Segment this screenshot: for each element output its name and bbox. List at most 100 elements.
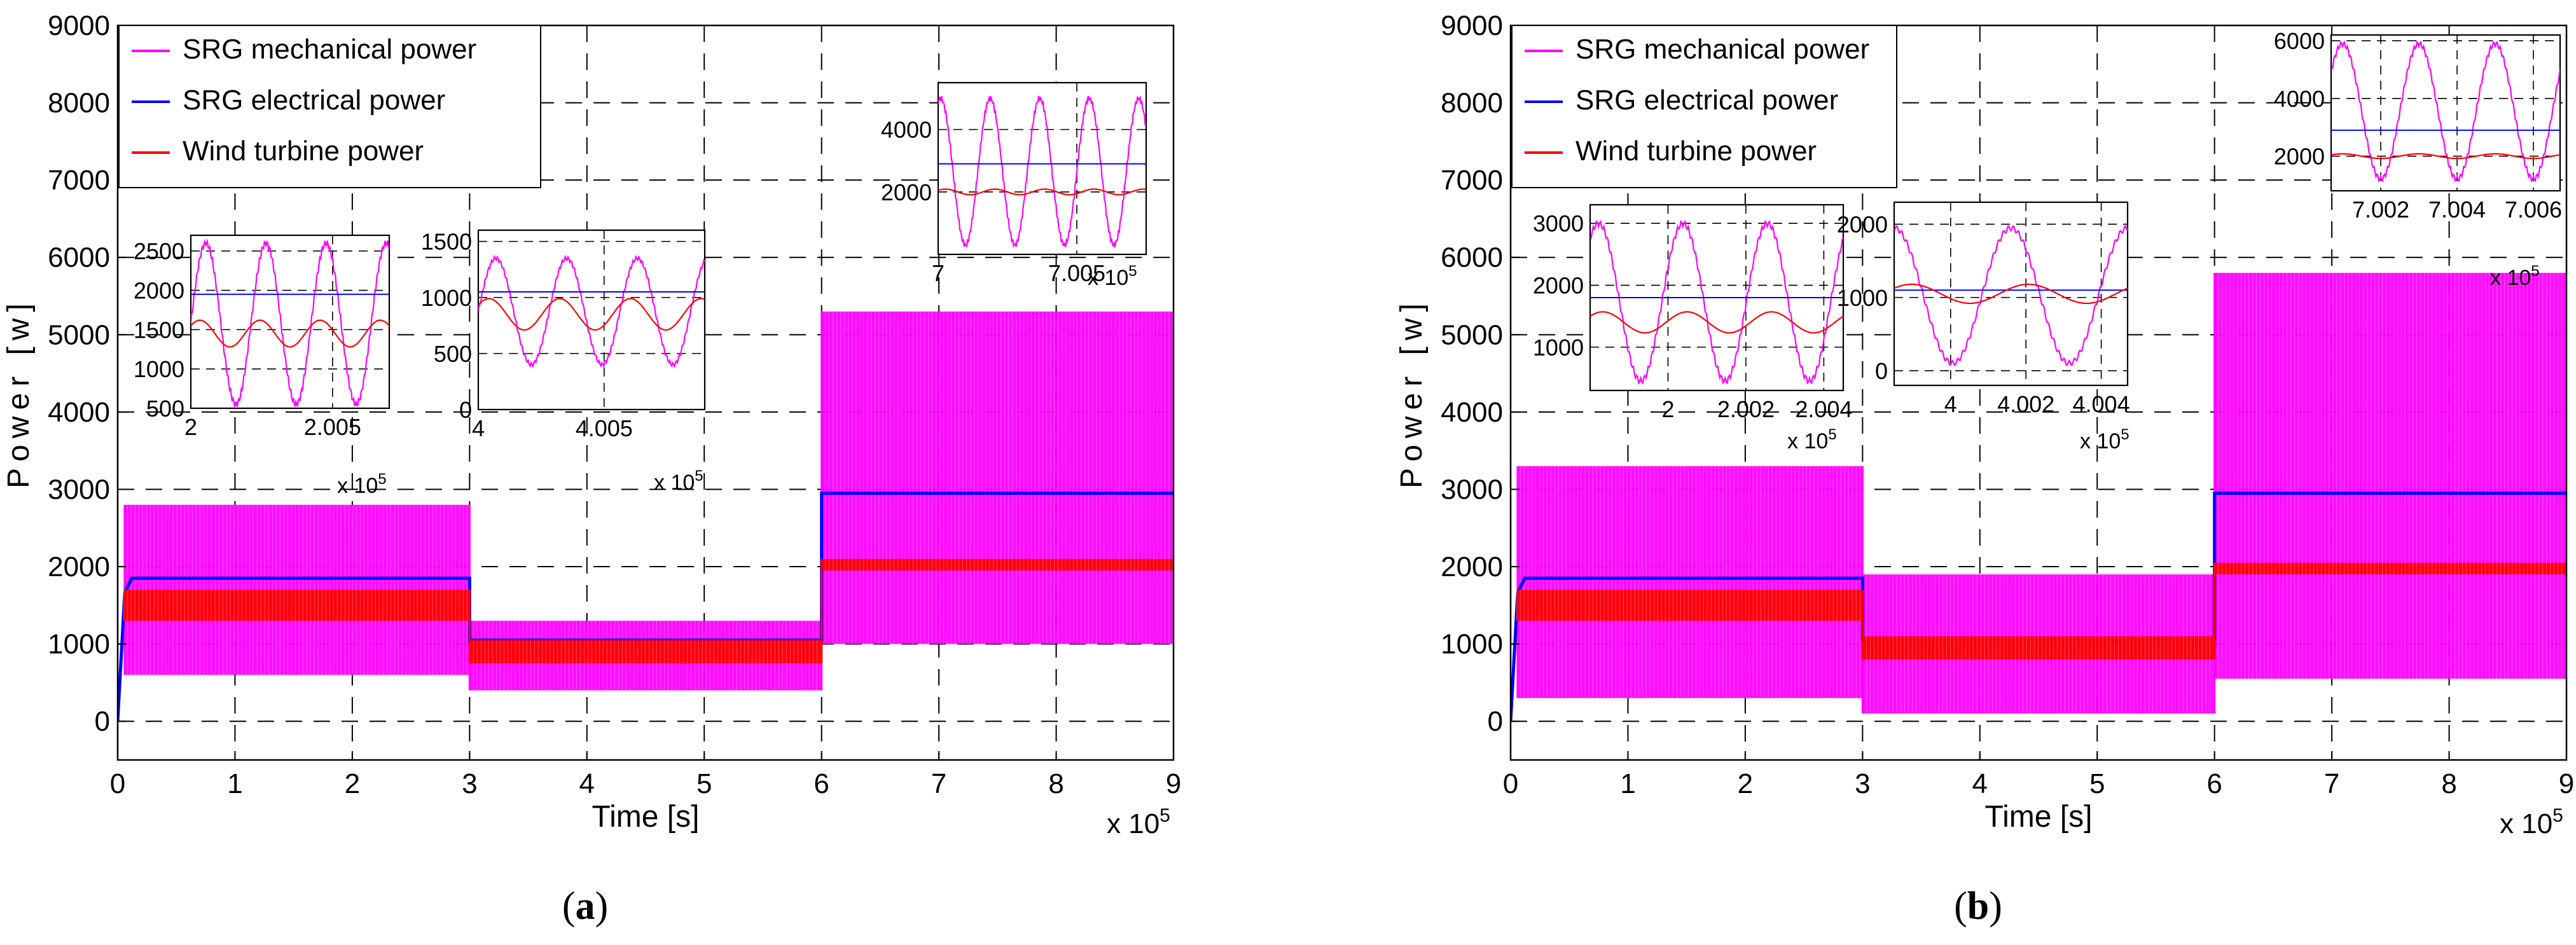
inset-x-multiplier: x 105 [1787, 426, 1837, 453]
series-wind-turbine-power [1516, 562, 2566, 659]
inset-xtick-label: 4.005 [576, 415, 633, 441]
inset-ytick-label: 0 [1875, 358, 1888, 384]
inset-ytick-label: 2000 [881, 179, 932, 205]
data-band [123, 590, 470, 621]
x-axis-label: Time [s] [592, 800, 700, 834]
inset-ytick-label: 500 [434, 341, 472, 367]
inset-mech-line [938, 95, 1146, 248]
inset-ytick-label: 1000 [1533, 335, 1584, 361]
xtick-label: 0 [110, 768, 125, 799]
inset-xtick-label: 7.004 [2428, 197, 2486, 223]
xtick-label: 8 [1048, 768, 1063, 799]
ytick-label: 0 [1488, 706, 1503, 737]
inset-xtick-label: 2.004 [1795, 396, 1852, 422]
inset-xtick-label: 7.006 [2505, 197, 2562, 223]
inset-wind-line [191, 319, 389, 348]
ytick-label: 8000 [1441, 88, 1503, 119]
ytick-label: 8000 [48, 88, 110, 119]
xtick-label: 2 [345, 768, 360, 799]
data-band [469, 640, 822, 664]
legend: SRG mechanical power SRG electrical power… [1511, 25, 1897, 188]
xtick-label: 3 [1855, 768, 1870, 799]
inset-x-multiplier: x 105 [337, 471, 387, 498]
inset-frame [2330, 34, 2561, 192]
inset-ytick-label: 1000 [134, 356, 184, 382]
x-multiplier-label: x 105 [2500, 805, 2563, 839]
inset-xtick-label: 4.004 [2073, 391, 2130, 417]
ytick-label: 5000 [1441, 319, 1503, 350]
inset-xtick-label: 7 [932, 260, 945, 286]
inset-frame [477, 229, 706, 411]
inset-wind-line [2331, 153, 2560, 160]
xtick-label: 7 [2324, 768, 2339, 799]
inset-x-multiplier: x 105 [2490, 263, 2540, 290]
ytick-label: 0 [95, 706, 110, 737]
inset-ytick-label: 3000 [1533, 210, 1584, 237]
inset-ytick-label: 1500 [421, 229, 472, 255]
inset-ytick-label: 2000 [1533, 273, 1584, 299]
xtick-label: 4 [579, 768, 595, 799]
inset-plot: 500 1000 1500 2000 2500 2 2.005 x 105 [134, 234, 391, 498]
inset-mech-line [1894, 225, 2128, 366]
xtick-label: 6 [2206, 768, 2222, 799]
inset-ytick-label: 1500 [134, 317, 184, 343]
ytick-label: 9000 [1441, 10, 1503, 41]
inset-plot: 0 1000 2000 4 4.002 4.004 x 105 [1837, 201, 2130, 453]
data-band [1516, 590, 1863, 621]
inset-xtick-label: 2 [184, 414, 197, 440]
data-band [821, 558, 1174, 571]
xtick-label: 7 [931, 768, 946, 799]
inset-wind-line [1894, 283, 2128, 305]
legend-box [118, 25, 541, 188]
data-band-texture [123, 590, 467, 621]
inset-xtick-label: 4.002 [1997, 391, 2054, 417]
ytick-label: 4000 [48, 397, 110, 428]
inset-mech-line [478, 254, 705, 369]
y-axis-label: Power [w] [1395, 297, 1429, 488]
legend-entry: Wind turbine power [1575, 135, 1817, 167]
xtick-label: 5 [696, 768, 712, 799]
ytick-label: 4000 [1441, 397, 1503, 428]
ytick-label: 3000 [1441, 474, 1503, 505]
data-layer [118, 311, 1174, 722]
data-band [2214, 562, 2566, 575]
inset-wind-line [1590, 311, 1843, 334]
inset-ytick-label: 4000 [2274, 86, 2325, 112]
data-layer [1511, 273, 2566, 722]
data-band [2214, 273, 2566, 679]
panel-caption: (a) [562, 885, 608, 928]
ytick-label: 6000 [1441, 242, 1503, 273]
inset-frame [1893, 201, 2129, 387]
legend-entry: SRG mechanical power [183, 34, 476, 65]
xtick-label: 6 [814, 768, 829, 799]
legend-entry: SRG electrical power [183, 85, 445, 116]
inset-x-multiplier: x 105 [2080, 426, 2129, 453]
inset-ytick-label: 2500 [134, 238, 184, 265]
xtick-label: 9 [2559, 768, 2574, 799]
xtick-label: 1 [227, 768, 242, 799]
data-band [1516, 466, 1863, 698]
panel-caption: (b) [1954, 885, 2002, 928]
legend-entry: SRG mechanical power [1575, 34, 1869, 65]
inset-x-multiplier: x 105 [654, 467, 703, 495]
ytick-label: 5000 [48, 319, 110, 350]
series-wind-turbine-power [123, 558, 1174, 664]
xtick-label: 0 [1503, 768, 1518, 799]
ytick-label: 1000 [1441, 629, 1503, 660]
inset-frame [937, 81, 1147, 256]
inset-xtick-label: 2 [1661, 396, 1674, 422]
inset-xtick-label: 4 [1944, 391, 1957, 417]
inset-wind-line [478, 298, 705, 331]
legend: SRG mechanical power SRG electrical power… [118, 25, 541, 188]
inset-plot: 2000 4000 6000 7.002 7.004 7.006 x 105 [2274, 28, 2562, 290]
data-band [821, 311, 1174, 644]
inset-ytick-label: 2000 [134, 278, 184, 304]
ytick-label: 7000 [48, 165, 110, 196]
ytick-label: 9000 [48, 10, 110, 41]
chart-panel-a: 0 1 2 3 4 5 6 7 8 9010002000300040005000600070008… [2, 10, 1181, 928]
inset-ytick-label: 2000 [1837, 212, 1888, 238]
xtick-label: 4 [1972, 768, 1988, 799]
inset-xtick-label: 7.005 [1048, 260, 1105, 286]
